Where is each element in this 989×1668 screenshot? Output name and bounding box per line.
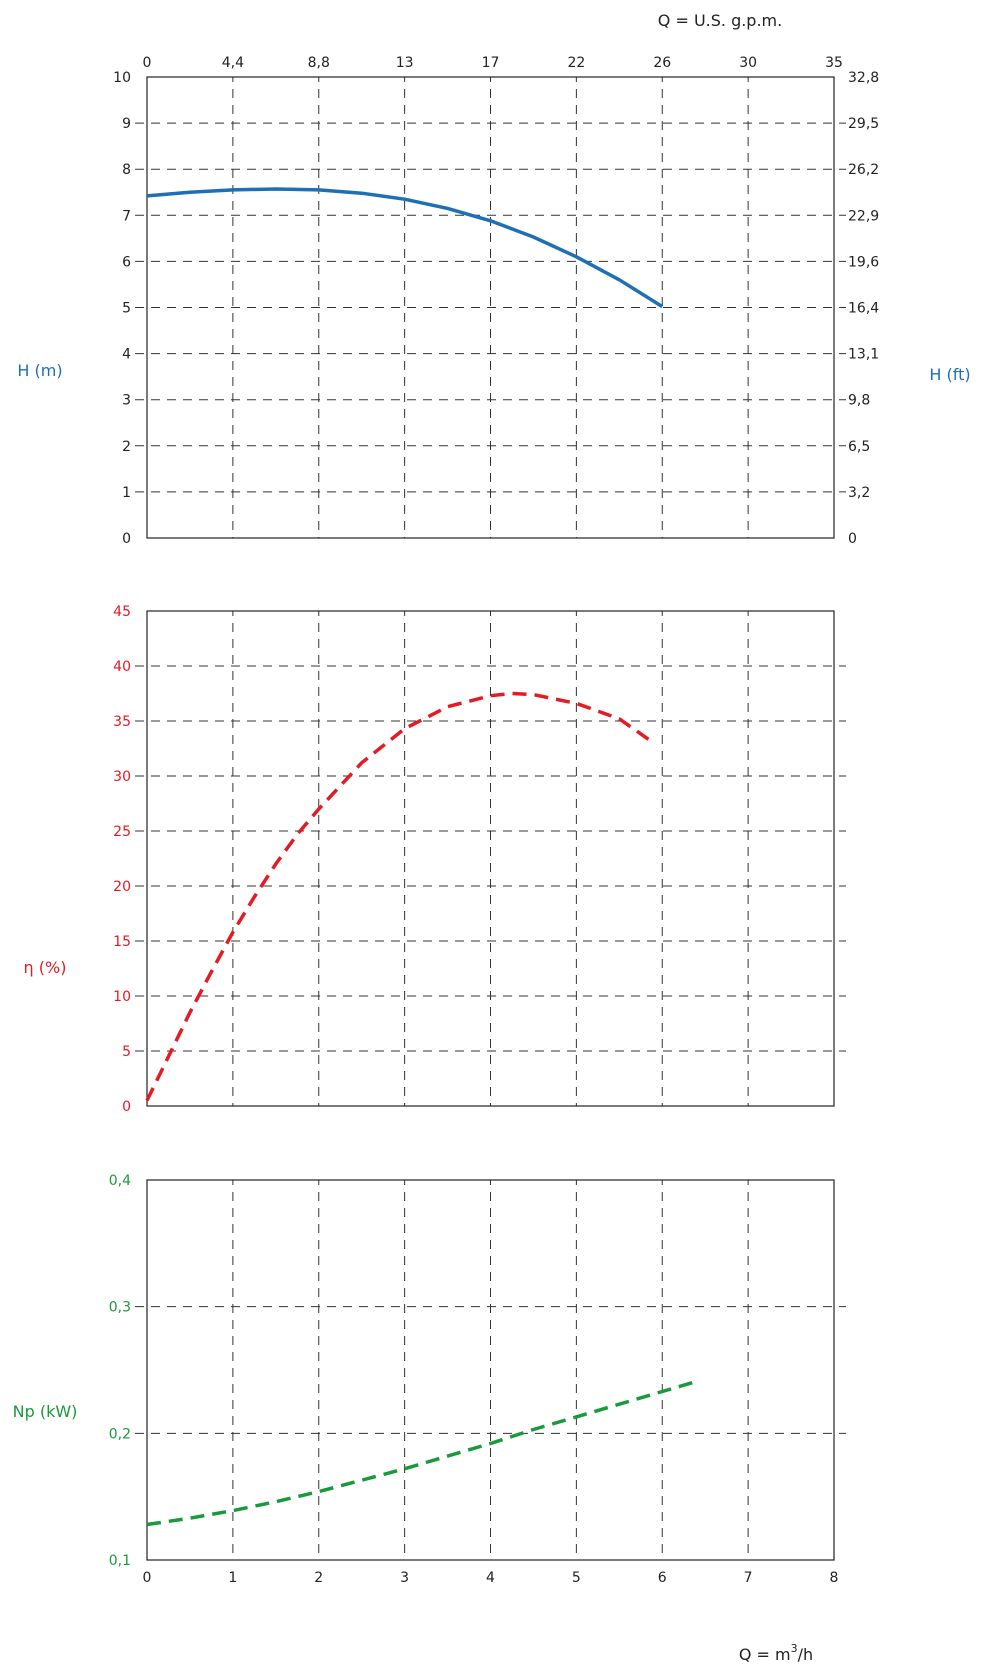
head-panel: 0 1 2 3 4 5 6 7 8 9 10 0 3,2 6,5 9,8 13,1 16,4 19,6 22,9 26… (17, 55, 970, 547)
right-y-tick-label: 16,4 (848, 301, 879, 317)
head-curve (146, 187, 664, 309)
y-tick-label: 0 (122, 531, 131, 547)
x-tick-label: 2 (314, 1570, 323, 1586)
y-axis-title: H (m) (17, 361, 62, 380)
top-x-tick-label: 30 (739, 55, 757, 71)
y-tick-label: 0,1 (109, 1553, 131, 1569)
x-tick-label: 4 (486, 1570, 495, 1586)
y-tick-label: 45 (113, 604, 131, 620)
right-y-tick-label: 29,5 (848, 116, 879, 132)
y-tick-label: 0,2 (109, 1426, 131, 1442)
y-tick-label: 8 (122, 162, 131, 178)
y-tick-label: 40 (113, 659, 131, 675)
y-axis-title: Np (kW) (13, 1402, 78, 1421)
y-tick-label: 3 (122, 393, 131, 409)
y-tick-label: 7 (122, 208, 131, 224)
efficiency-curve (145, 691, 655, 1102)
y-tick-label: 0,3 (109, 1300, 131, 1316)
x-tick-label: 7 (744, 1570, 753, 1586)
right-y-tick-label: 6,5 (848, 439, 870, 455)
y-tick-label: 4 (122, 347, 131, 363)
top-x-tick-label: 4,4 (222, 55, 244, 71)
y-tick-label: 0 (122, 1099, 131, 1115)
x-tick-label: 0 (143, 1570, 152, 1586)
y-tick-label: 35 (113, 714, 131, 730)
x-tick-label: 5 (572, 1570, 581, 1586)
right-y-tick-label: 26,2 (848, 162, 879, 178)
plot-frame (146, 610, 835, 1107)
x-tick-label: 8 (830, 1570, 839, 1586)
y-tick-label: 25 (113, 824, 131, 840)
efficiency-panel: 0 5 10 15 20 25 30 35 40 45 η (%) (24, 604, 846, 1115)
top-x-tick-label: 0 (143, 55, 152, 71)
plot-frame (146, 76, 835, 539)
right-y-tick-label: 22,9 (848, 208, 879, 224)
power-curve (146, 1379, 698, 1527)
y-tick-label: 9 (122, 116, 131, 132)
y-tick-label: 5 (122, 1044, 131, 1060)
right-y-tick-label: 3,2 (848, 485, 870, 501)
right-y-axis-title: H (ft) (929, 365, 970, 384)
right-y-tick-label: 32,8 (848, 70, 879, 86)
x-tick-label: 3 (400, 1570, 409, 1586)
plot-frame (146, 1179, 835, 1561)
y-tick-label: 2 (122, 439, 131, 455)
power-panel: 0,1 0,3 0,2 0,4 0 1 2 3 4 5 6 7 8 Np (kW) (13, 1173, 846, 1586)
bottom-axis-title: Q = m3/h (739, 1642, 813, 1664)
top-x-tick-label: 35 (825, 55, 843, 71)
top-x-tick-label: 13 (396, 55, 414, 71)
y-axis-title: η (%) (24, 958, 67, 977)
y-tick-label: 20 (113, 879, 131, 895)
y-tick-label: 0,4 (109, 1173, 131, 1189)
y-tick-label: 15 (113, 934, 131, 950)
x-tick-label: 1 (228, 1570, 237, 1586)
top-axis-title: Q = U.S. g.p.m. (658, 11, 782, 30)
y-tick-label: 10 (113, 989, 131, 1005)
y-tick-label: 10 (113, 70, 131, 86)
y-tick-label: 30 (113, 769, 131, 785)
right-y-tick-label: 9,8 (848, 393, 870, 409)
top-x-tick-label: 22 (567, 55, 585, 71)
y-tick-label: 6 (122, 254, 131, 270)
y-tick-label: 1 (122, 485, 131, 501)
right-y-tick-label: 0 (848, 531, 857, 547)
top-x-tick-label: 17 (482, 55, 500, 71)
right-y-tick-label: 19,6 (848, 254, 879, 270)
right-y-tick-label: 13,1 (848, 347, 879, 363)
top-x-tick-label: 8,8 (308, 55, 330, 71)
x-tick-label: 6 (658, 1570, 667, 1586)
y-tick-label: 5 (122, 301, 131, 317)
top-x-tick-label: 26 (653, 55, 671, 71)
